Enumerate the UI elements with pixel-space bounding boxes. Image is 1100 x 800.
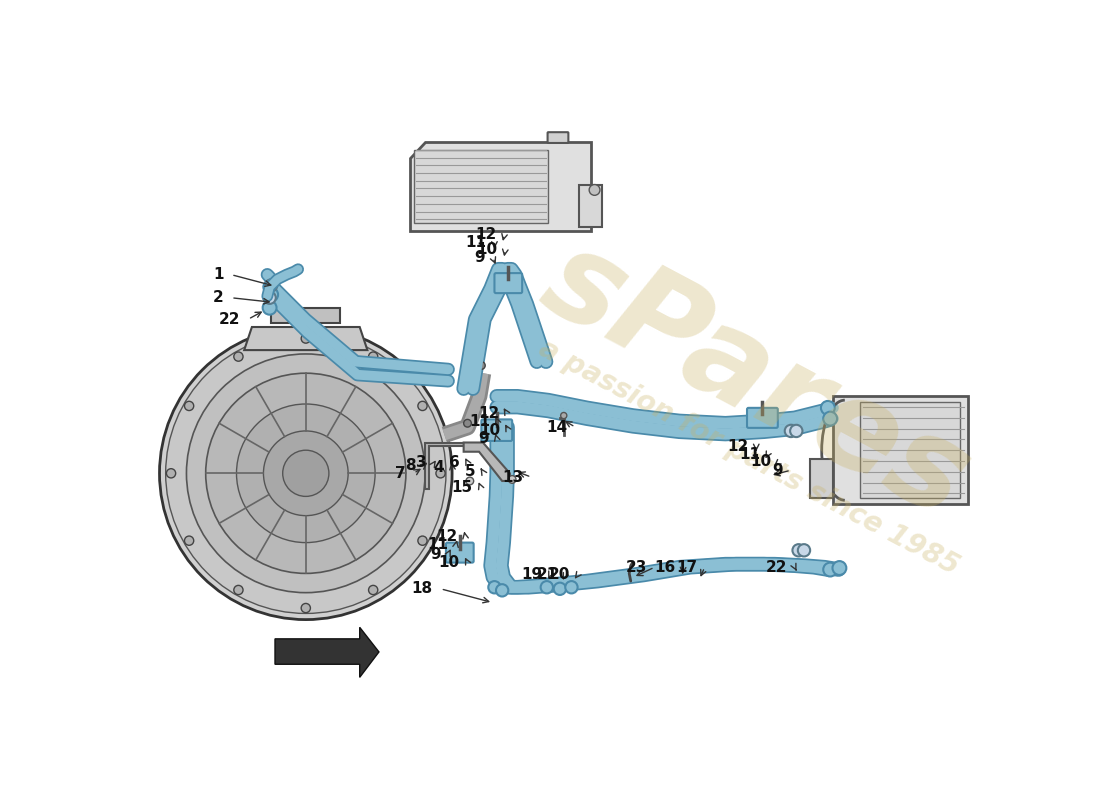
Circle shape bbox=[565, 581, 578, 594]
Text: 10: 10 bbox=[480, 422, 501, 438]
Text: 3: 3 bbox=[416, 455, 427, 470]
FancyBboxPatch shape bbox=[747, 408, 778, 428]
Circle shape bbox=[301, 603, 310, 613]
Circle shape bbox=[418, 402, 427, 410]
Circle shape bbox=[264, 288, 278, 302]
Text: 20: 20 bbox=[549, 567, 570, 582]
Text: 9: 9 bbox=[430, 546, 440, 562]
Circle shape bbox=[488, 581, 501, 594]
Circle shape bbox=[798, 544, 810, 557]
Polygon shape bbox=[409, 142, 591, 230]
Text: 21: 21 bbox=[537, 567, 558, 582]
FancyBboxPatch shape bbox=[860, 402, 960, 498]
Circle shape bbox=[553, 582, 566, 595]
Text: 5: 5 bbox=[464, 464, 475, 479]
Circle shape bbox=[561, 413, 566, 418]
Circle shape bbox=[185, 536, 194, 546]
Circle shape bbox=[160, 327, 452, 619]
Text: 16: 16 bbox=[654, 560, 675, 574]
Circle shape bbox=[368, 586, 377, 594]
Circle shape bbox=[236, 404, 375, 542]
FancyBboxPatch shape bbox=[810, 459, 834, 498]
Text: 11: 11 bbox=[465, 235, 486, 250]
Text: 19: 19 bbox=[521, 567, 542, 582]
FancyBboxPatch shape bbox=[414, 150, 548, 223]
Circle shape bbox=[301, 334, 310, 343]
Text: 2: 2 bbox=[212, 290, 223, 306]
FancyBboxPatch shape bbox=[495, 273, 522, 293]
Circle shape bbox=[496, 584, 508, 597]
FancyBboxPatch shape bbox=[271, 308, 341, 323]
FancyBboxPatch shape bbox=[482, 419, 513, 441]
Text: 17: 17 bbox=[675, 560, 697, 574]
Circle shape bbox=[823, 562, 837, 577]
Circle shape bbox=[833, 561, 846, 575]
Text: 10: 10 bbox=[476, 242, 497, 258]
Circle shape bbox=[368, 352, 377, 362]
Circle shape bbox=[508, 476, 516, 483]
Circle shape bbox=[477, 362, 485, 370]
FancyBboxPatch shape bbox=[580, 185, 603, 227]
Polygon shape bbox=[244, 327, 367, 350]
Text: 9: 9 bbox=[772, 462, 783, 478]
Text: 12: 12 bbox=[475, 227, 497, 242]
Circle shape bbox=[265, 279, 277, 291]
Text: 14: 14 bbox=[547, 419, 568, 434]
Text: 12: 12 bbox=[437, 529, 458, 544]
Circle shape bbox=[263, 301, 276, 314]
FancyBboxPatch shape bbox=[548, 132, 569, 143]
Circle shape bbox=[283, 450, 329, 496]
Circle shape bbox=[436, 469, 446, 478]
Circle shape bbox=[790, 425, 802, 437]
Circle shape bbox=[418, 536, 427, 546]
FancyBboxPatch shape bbox=[446, 542, 474, 562]
Text: 4: 4 bbox=[433, 460, 444, 474]
Circle shape bbox=[264, 431, 348, 516]
Circle shape bbox=[466, 477, 474, 485]
Text: 13: 13 bbox=[503, 470, 524, 485]
Text: 8: 8 bbox=[405, 458, 416, 473]
Text: 12: 12 bbox=[477, 406, 499, 421]
Text: 18: 18 bbox=[411, 582, 433, 596]
Text: 9: 9 bbox=[474, 250, 485, 266]
Circle shape bbox=[166, 333, 446, 614]
Text: 22: 22 bbox=[766, 560, 788, 574]
Text: 6: 6 bbox=[449, 455, 460, 470]
Text: 15: 15 bbox=[452, 480, 473, 494]
Circle shape bbox=[821, 401, 835, 414]
Text: 11: 11 bbox=[739, 446, 760, 462]
Polygon shape bbox=[275, 627, 378, 678]
Circle shape bbox=[823, 412, 837, 426]
Circle shape bbox=[784, 425, 798, 437]
Circle shape bbox=[234, 352, 243, 362]
Circle shape bbox=[166, 469, 176, 478]
Circle shape bbox=[206, 373, 406, 574]
Text: sPares: sPares bbox=[524, 218, 989, 543]
Text: 1: 1 bbox=[213, 267, 223, 282]
Circle shape bbox=[264, 291, 276, 304]
Polygon shape bbox=[834, 396, 968, 504]
Polygon shape bbox=[464, 442, 510, 481]
Text: 9: 9 bbox=[478, 431, 490, 446]
Text: 10: 10 bbox=[750, 454, 772, 470]
Circle shape bbox=[185, 402, 194, 410]
Text: 11: 11 bbox=[469, 414, 490, 430]
Circle shape bbox=[186, 354, 425, 593]
Circle shape bbox=[590, 185, 600, 195]
Circle shape bbox=[464, 419, 472, 427]
Text: 10: 10 bbox=[439, 555, 460, 570]
Text: 11: 11 bbox=[427, 538, 449, 553]
Text: 12: 12 bbox=[727, 439, 749, 454]
Text: 22: 22 bbox=[219, 312, 241, 326]
Circle shape bbox=[541, 581, 553, 594]
Circle shape bbox=[792, 544, 805, 557]
Text: a passion for parts since 1985: a passion for parts since 1985 bbox=[534, 334, 964, 581]
Circle shape bbox=[234, 586, 243, 594]
Polygon shape bbox=[425, 442, 464, 489]
Text: 23: 23 bbox=[626, 560, 647, 574]
Text: 7: 7 bbox=[395, 466, 406, 481]
